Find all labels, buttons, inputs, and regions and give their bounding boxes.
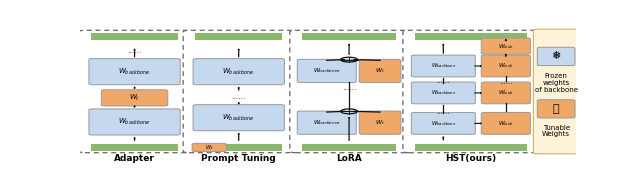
FancyBboxPatch shape — [192, 143, 227, 152]
Text: ......: ...... — [342, 84, 356, 93]
FancyBboxPatch shape — [533, 29, 579, 154]
Text: ......: ...... — [127, 46, 141, 55]
FancyBboxPatch shape — [538, 47, 575, 66]
Text: Prompt Tuning: Prompt Tuning — [202, 154, 276, 163]
Text: $W_{side}$: $W_{side}$ — [498, 119, 514, 128]
Text: $W_{backbone}$: $W_{backbone}$ — [431, 89, 456, 97]
Bar — [301, 33, 396, 40]
FancyBboxPatch shape — [538, 100, 575, 118]
FancyBboxPatch shape — [412, 55, 476, 77]
Text: ......: ...... — [436, 109, 450, 115]
Text: weights: weights — [543, 80, 570, 86]
Text: ......: ...... — [436, 78, 450, 84]
Text: ❅: ❅ — [552, 52, 561, 61]
Text: $W_{side}$: $W_{side}$ — [498, 42, 514, 51]
Text: Weights: Weights — [542, 131, 570, 137]
Text: of backbone: of backbone — [534, 86, 578, 93]
FancyBboxPatch shape — [412, 82, 476, 104]
FancyBboxPatch shape — [183, 30, 294, 153]
Bar — [415, 144, 527, 151]
Text: $W_{side}$: $W_{side}$ — [498, 89, 514, 97]
FancyBboxPatch shape — [481, 112, 531, 134]
FancyBboxPatch shape — [481, 82, 531, 104]
Bar — [415, 33, 527, 40]
Text: $W_{backbone}$: $W_{backbone}$ — [118, 117, 151, 127]
Text: $W_{side}$: $W_{side}$ — [498, 62, 514, 70]
Text: LoRA: LoRA — [336, 154, 362, 163]
Text: Tunable: Tunable — [543, 125, 570, 131]
FancyBboxPatch shape — [359, 59, 401, 83]
Bar — [195, 144, 282, 151]
Text: 🔥: 🔥 — [553, 104, 559, 114]
Text: $W_t$: $W_t$ — [375, 118, 385, 127]
FancyBboxPatch shape — [403, 30, 539, 153]
FancyBboxPatch shape — [89, 59, 180, 85]
FancyBboxPatch shape — [79, 30, 190, 153]
Text: $W_{backbone}$: $W_{backbone}$ — [118, 67, 151, 77]
Text: HST(ours): HST(ours) — [445, 154, 497, 163]
Text: Frozen: Frozen — [545, 73, 568, 79]
FancyBboxPatch shape — [481, 55, 531, 77]
FancyBboxPatch shape — [193, 59, 284, 85]
FancyBboxPatch shape — [359, 111, 401, 134]
FancyBboxPatch shape — [101, 90, 168, 106]
Bar — [91, 144, 178, 151]
Text: $W_t$: $W_t$ — [205, 143, 214, 152]
FancyBboxPatch shape — [89, 109, 180, 135]
Text: $W_{backbone}$: $W_{backbone}$ — [313, 66, 341, 75]
Text: $W_t$: $W_t$ — [375, 66, 385, 75]
FancyBboxPatch shape — [193, 105, 284, 131]
FancyBboxPatch shape — [412, 112, 476, 134]
Text: $W_{backbone}$: $W_{backbone}$ — [223, 113, 255, 123]
Bar — [91, 33, 178, 40]
Text: ......: ...... — [232, 91, 246, 100]
Bar — [195, 33, 282, 40]
FancyBboxPatch shape — [290, 30, 408, 153]
Text: $W_{backbone}$: $W_{backbone}$ — [431, 62, 456, 70]
Text: $W_t$: $W_t$ — [129, 93, 140, 103]
Text: Adapter: Adapter — [114, 154, 155, 163]
FancyBboxPatch shape — [297, 111, 356, 134]
Text: ......: ...... — [499, 79, 513, 85]
Text: $W_{backbone}$: $W_{backbone}$ — [313, 118, 341, 127]
Text: $W_{backbone}$: $W_{backbone}$ — [223, 67, 255, 77]
Bar — [301, 144, 396, 151]
FancyBboxPatch shape — [297, 59, 356, 83]
FancyBboxPatch shape — [481, 38, 531, 54]
Text: $W_{backbone}$: $W_{backbone}$ — [431, 119, 456, 128]
